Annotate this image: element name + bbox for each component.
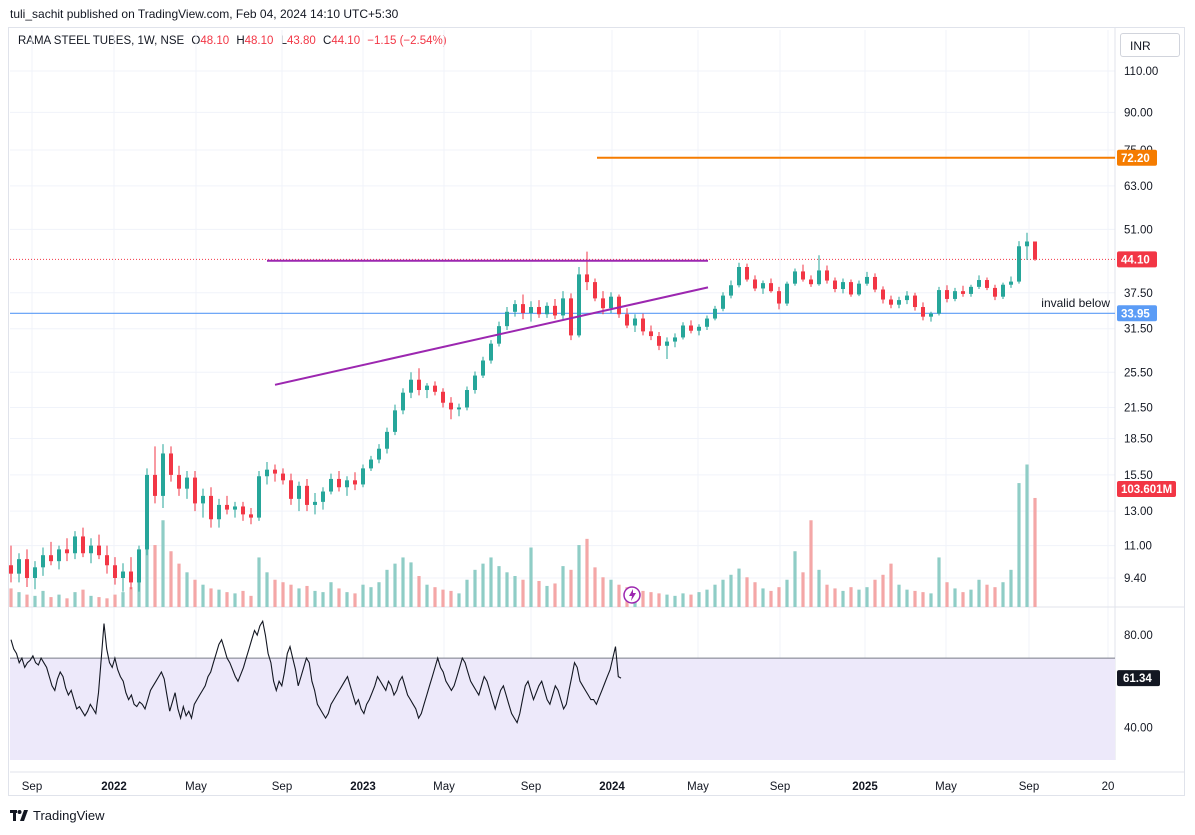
currency-selector[interactable]: INR [1120, 33, 1180, 57]
low-label: L [280, 35, 288, 47]
tradingview-logo-icon[interactable] [10, 809, 28, 822]
low-value: 43.80 [287, 35, 316, 47]
open-value: 48.10 [200, 35, 230, 47]
chart-frame [8, 27, 1185, 796]
tradingview-brand[interactable]: TradingView [33, 808, 105, 823]
high-label: H [236, 35, 245, 47]
publish-note: tuli_sachit published on TradingView.com… [10, 7, 399, 21]
close-value: 44.10 [331, 35, 361, 47]
high-value: 48.10 [244, 35, 274, 47]
footer: TradingView [10, 808, 105, 823]
change-value: −1.15 (−2.54%) [367, 35, 447, 47]
symbol-legend: RAMA STEEL TUBES, 1W, NSE O48.10 H48.10 … [18, 35, 447, 47]
symbol-name[interactable]: RAMA STEEL TUBES, 1W, NSE [18, 35, 185, 47]
close-label: C [323, 35, 332, 47]
open-label: O [191, 35, 201, 47]
